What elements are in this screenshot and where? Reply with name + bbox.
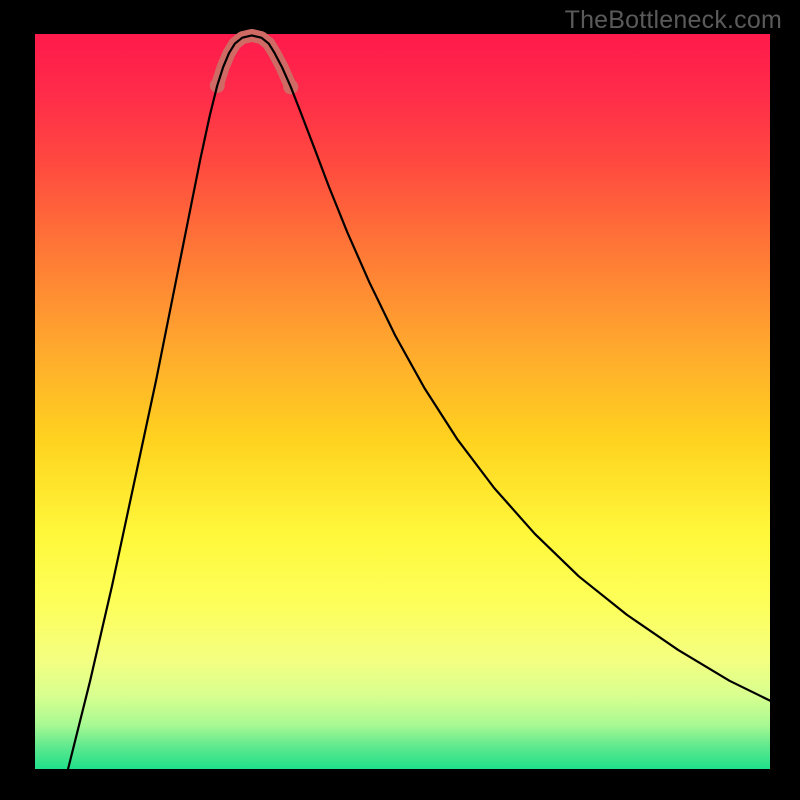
bottleneck-chart: [0, 0, 800, 800]
watermark-text: TheBottleneck.com: [565, 6, 782, 35]
gradient-plot-area: [35, 34, 770, 769]
chart-container: TheBottleneck.com: [0, 0, 800, 800]
